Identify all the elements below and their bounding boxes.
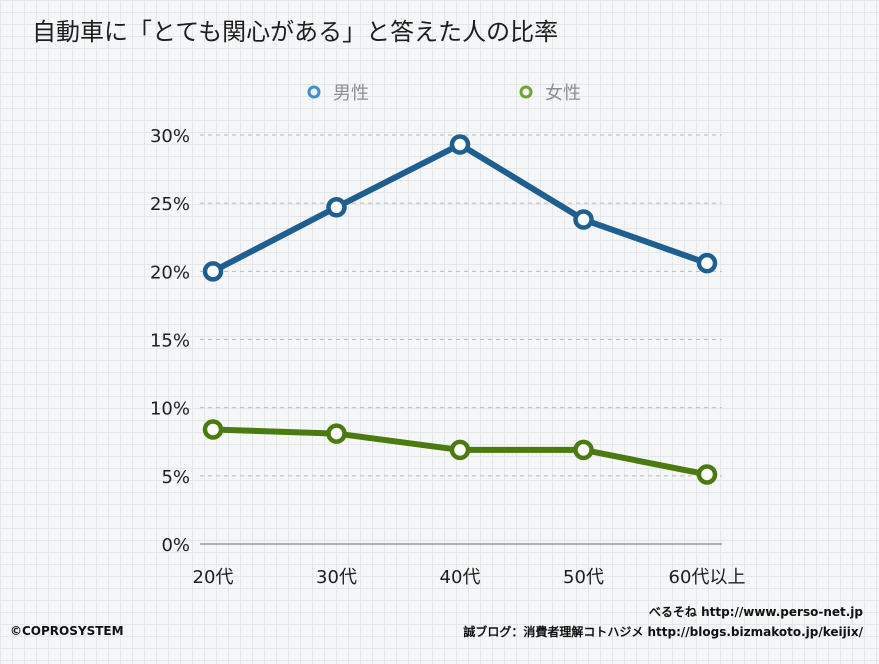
x-tick-label: 40代 [440, 567, 481, 588]
y-tick-label: 10% [150, 399, 190, 420]
series-layer [202, 134, 718, 485]
data-point-male [202, 261, 224, 282]
credit-source-2: 誠ブログ：消費者理解コトハジメ http://blogs.bizmakoto.j… [463, 625, 863, 639]
credit-source-1: べるそね http://www.perso-net.jp [648, 605, 863, 619]
data-point-male [326, 197, 347, 218]
y-tick-label: 20% [150, 262, 190, 283]
credit-copyright: ©COPROSYSTEM [10, 624, 124, 638]
legend-label-female: 女性 [545, 83, 581, 104]
y-tick-label: 5% [161, 467, 190, 488]
legend: 男性 女性 [307, 83, 581, 104]
x-tick-label: 20代 [193, 567, 234, 588]
data-point-female [449, 439, 471, 461]
data-point-female [696, 464, 718, 485]
y-tick-label: 25% [150, 194, 190, 215]
data-point-female [326, 423, 347, 444]
data-point-female [202, 419, 224, 440]
x-tick-label: 30代 [316, 567, 357, 588]
y-tick-label: 30% [150, 126, 190, 147]
x-axis: 20代 30代 40代 50代 60代以上 [193, 567, 746, 588]
data-point-male [573, 209, 594, 230]
x-tick-label: 60代以上 [669, 567, 746, 588]
legend-label-male: 男性 [333, 83, 369, 104]
data-point-male [449, 134, 471, 155]
x-tick-label: 50代 [563, 567, 604, 588]
y-tick-label: 0% [161, 535, 190, 556]
data-point-female [573, 439, 594, 461]
chart-title: 自動車に「とても関心がある」と答えた人の比率 [32, 18, 558, 46]
legend-marker-female-icon [519, 85, 533, 99]
data-point-male [696, 252, 718, 274]
series-line-male [210, 141, 710, 275]
y-tick-label: 15% [150, 331, 190, 352]
grid-lines [200, 134, 722, 545]
y-axis: 0% 5% 10% 15% 20% 25% 30% [150, 126, 190, 556]
legend-marker-male-icon [307, 85, 321, 99]
